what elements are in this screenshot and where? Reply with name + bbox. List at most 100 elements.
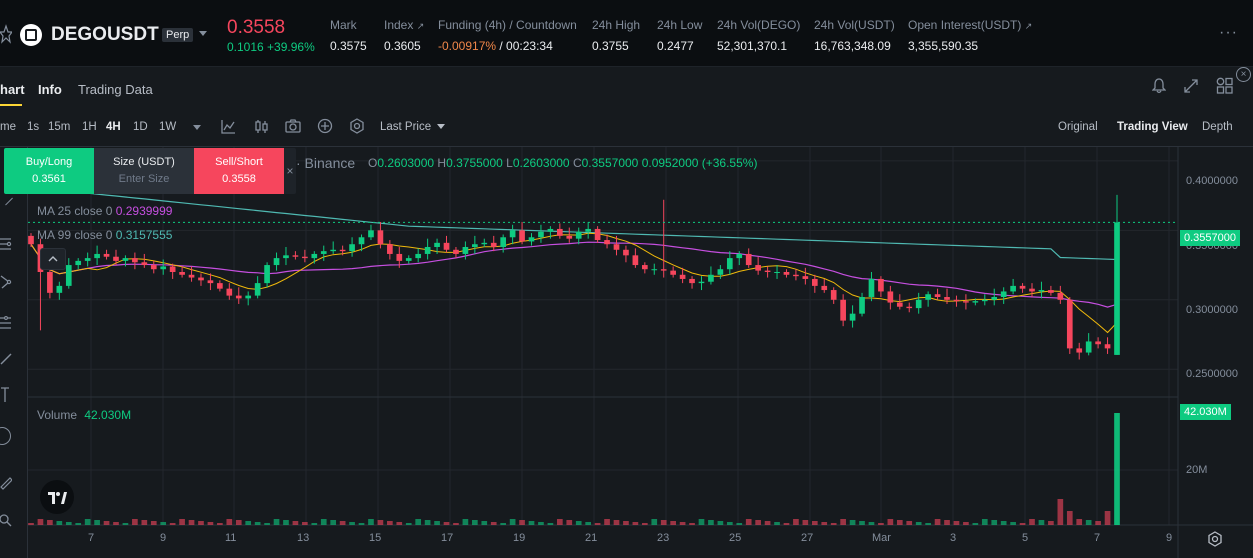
close-order-panel-icon[interactable]: ×: [284, 148, 296, 194]
tab-info[interactable]: Info: [38, 82, 62, 97]
volume-bar: [802, 520, 809, 525]
buy-long-button[interactable]: Buy/Long 0.3561: [4, 148, 94, 194]
close-panel-icon[interactable]: ×: [1236, 67, 1251, 82]
indicator-line-icon[interactable]: [221, 119, 236, 139]
candle: [878, 278, 884, 292]
candle-type-icon[interactable]: [254, 119, 269, 139]
chevron-down-icon: [437, 124, 446, 130]
volume-bar: [330, 520, 337, 525]
volume-bar: [849, 520, 856, 525]
volume-bar: [443, 522, 450, 525]
price-chart[interactable]: [0, 147, 1253, 558]
volume-bar: [500, 523, 507, 525]
volume-bar: [878, 523, 884, 525]
candle: [726, 258, 733, 270]
fib-tool-icon[interactable]: [0, 237, 12, 256]
legend-exchange: · Binance: [296, 155, 356, 171]
open-interest-label[interactable]: Open Interest(USDT) ↗: [908, 18, 1032, 32]
settings-gear-icon[interactable]: [1207, 531, 1223, 552]
interval-1w[interactable]: 1W: [159, 121, 177, 133]
interval-15m[interactable]: 15m: [48, 121, 71, 133]
candle: [1085, 341, 1092, 353]
candle: [405, 258, 412, 261]
text-tool-icon[interactable]: [0, 387, 10, 408]
volume-bar: [1095, 521, 1101, 525]
tab-chart[interactable]: hart: [0, 82, 25, 106]
candle: [1114, 222, 1120, 355]
size-input-box[interactable]: Size (USDT) Enter Size: [94, 148, 194, 194]
funding-countdown: / 00:23:34: [499, 39, 553, 53]
candle: [981, 299, 988, 302]
candle: [613, 244, 620, 250]
legend-ma99-value: 0.3157555: [115, 228, 173, 242]
low-label: 24h Low: [657, 18, 703, 32]
time-tick: 5: [1022, 532, 1029, 544]
volume-bar: [538, 522, 544, 525]
volume-bar: [651, 519, 658, 525]
tradingview-logo-icon[interactable]: [40, 480, 74, 514]
view-depth[interactable]: Depth: [1202, 121, 1233, 133]
volume-bar: [320, 519, 327, 525]
view-trading-view[interactable]: Trading View: [1117, 121, 1188, 133]
pattern-tool-icon[interactable]: [0, 274, 12, 295]
add-indicator-icon[interactable]: [317, 118, 333, 139]
candle: [547, 228, 554, 232]
volume-bar: [698, 519, 705, 525]
volume-bar: [726, 522, 733, 525]
layout-grid-icon[interactable]: [1216, 77, 1234, 100]
volume-bar: [132, 519, 138, 525]
volume-bar: [226, 519, 233, 525]
candle: [443, 242, 450, 250]
volume-bar: [358, 523, 365, 525]
symbol-dropdown-icon[interactable]: [199, 31, 207, 36]
projection-tool-icon[interactable]: [0, 315, 12, 336]
favorite-star-icon[interactable]: [0, 22, 14, 44]
funding-rate: -0.00917%: [438, 39, 497, 53]
index-label[interactable]: Index ↗: [384, 18, 424, 32]
settings-icon[interactable]: [349, 118, 365, 139]
time-tick: 11: [225, 532, 237, 544]
volume-bar: [774, 522, 780, 525]
brush-tool-icon[interactable]: [0, 352, 12, 370]
tab-trading-data[interactable]: Trading Data: [78, 82, 153, 97]
interval-1s[interactable]: 1s: [27, 121, 40, 133]
legend-ma25: MA 25 close 0 0.2939999: [37, 204, 172, 218]
interval-1d[interactable]: 1D: [133, 121, 148, 133]
candle: [802, 276, 809, 279]
bell-icon[interactable]: [1151, 78, 1167, 99]
volume-bar: [991, 520, 998, 525]
volume-bar: [1104, 511, 1111, 525]
volume-bar: [859, 521, 865, 525]
camera-icon[interactable]: [285, 119, 301, 138]
expand-icon[interactable]: [1184, 79, 1198, 98]
interval-1h[interactable]: 1H: [82, 121, 97, 133]
volume-bar: [811, 521, 818, 525]
price-type-select[interactable]: Last Price: [380, 121, 446, 133]
volume-bar: [868, 522, 875, 525]
vol-base-label: 24h Vol(DEGO): [717, 18, 801, 32]
time-button[interactable]: me: [0, 121, 16, 133]
interval-dropdown-icon[interactable]: [193, 125, 201, 130]
view-original[interactable]: Original: [1058, 121, 1098, 133]
volume-bar: [188, 520, 195, 525]
volume-bar: [1000, 521, 1007, 525]
time-tick: 25: [729, 532, 742, 544]
interval-4h[interactable]: 4H: [106, 121, 121, 133]
symbol-name[interactable]: DEGOUSDT: [51, 24, 159, 45]
candle: [94, 253, 100, 259]
buy-long-label: Buy/Long: [25, 156, 73, 168]
candle: [160, 266, 167, 270]
candle: [793, 274, 799, 277]
collapse-legend-icon[interactable]: [40, 248, 66, 270]
zoom-tool-icon[interactable]: [0, 513, 12, 532]
ellipsis-icon[interactable]: ···: [1219, 24, 1238, 41]
candle: [585, 228, 591, 232]
volume-bar: [28, 523, 34, 525]
volume-bar: [302, 522, 308, 525]
candle: [434, 242, 440, 247]
sell-short-button[interactable]: Sell/Short 0.3558: [194, 148, 284, 194]
candle: [292, 255, 299, 257]
candle: [774, 272, 780, 273]
candle: [830, 290, 837, 300]
candle: [1010, 285, 1016, 292]
